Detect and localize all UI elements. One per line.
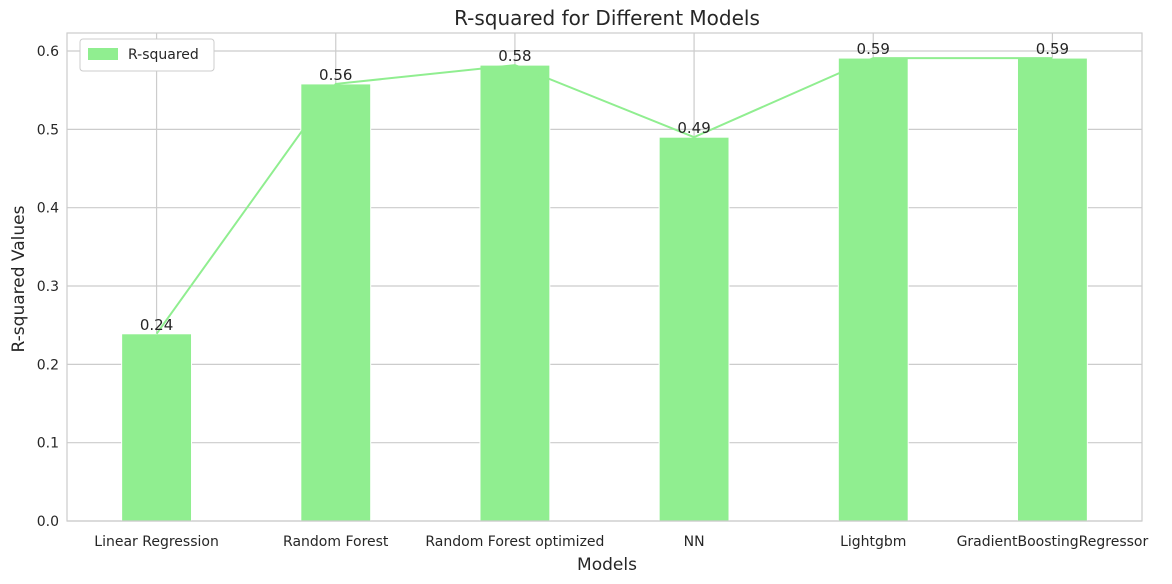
- y-axis-label: R-squared Values: [9, 205, 29, 352]
- y-tick-label: 0.4: [37, 201, 59, 217]
- overlay-line-path: [155, 57, 1053, 335]
- chart-title: R-squared for Different Models: [454, 6, 760, 30]
- bar: [300, 83, 372, 522]
- legend-swatch: [88, 48, 118, 60]
- legend: R-squared: [79, 38, 215, 72]
- bars: [121, 57, 1088, 522]
- x-tick-label: Linear Regression: [94, 534, 219, 550]
- legend-box: [79, 38, 215, 72]
- bar-value-label: 0.59: [1036, 40, 1069, 58]
- x-tick-label: NN: [684, 534, 705, 550]
- legend-label-r-squared: R-squared: [128, 47, 199, 63]
- bar: [1016, 57, 1088, 522]
- x-axis-label: Models: [577, 555, 637, 575]
- y-tick-label: 0.1: [37, 436, 59, 452]
- y-tick-label: 0.5: [37, 122, 59, 138]
- bar-value-labels: 0.24 0.56 0.58 0.49 0.59 0.59: [140, 40, 1069, 334]
- bar-value-label: 0.59: [857, 40, 890, 58]
- bar-value-label: 0.24: [140, 316, 173, 334]
- y-tick-label: 0.2: [37, 357, 59, 373]
- y-tick-label: 0.6: [37, 44, 59, 60]
- x-tick-label: GradientBoostingRegressor: [957, 534, 1149, 550]
- bar: [479, 64, 551, 522]
- plot-frame: [66, 32, 1143, 522]
- bar: [837, 57, 909, 522]
- bar-value-label: 0.56: [319, 66, 352, 84]
- bar-value-label: 0.58: [498, 47, 531, 65]
- x-tick-label: Lightgbm: [840, 534, 906, 550]
- axis-ticks: 0.0 0.1 0.2 0.3 0.4 0.5 0.6 Linear Regression Ra…: [37, 44, 1149, 550]
- x-tick-label: Random Forest: [283, 534, 389, 550]
- overlay-line: [155, 57, 1053, 335]
- bar-value-label: 0.49: [677, 119, 710, 137]
- bar: [121, 333, 193, 522]
- x-tick-label: Random Forest optimized: [425, 534, 604, 550]
- bar: [658, 136, 730, 522]
- y-tick-label: 0.3: [37, 279, 59, 295]
- grid: [67, 33, 1142, 522]
- y-tick-label: 0.0: [37, 514, 59, 530]
